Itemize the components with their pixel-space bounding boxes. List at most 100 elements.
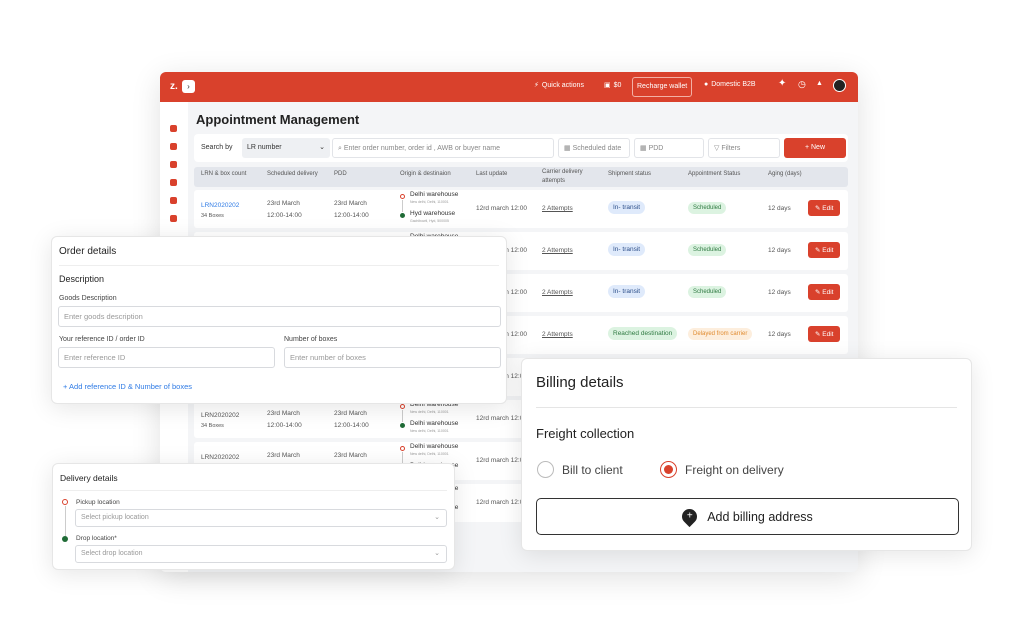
edit-button[interactable]: ✎ Edit: [808, 326, 841, 342]
chevron-down-icon: ⌄: [434, 514, 440, 521]
drop-location-label: Drop location*: [76, 535, 117, 542]
origin-address: New delhi, Delhi, 110001: [410, 410, 449, 414]
pencil-icon: ✎: [815, 205, 823, 212]
delivery-details-card: Delivery details Pickup location Select …: [52, 463, 455, 570]
filters-button[interactable]: ▽ Filters: [708, 138, 780, 158]
history-icon[interactable]: ◷: [798, 79, 806, 89]
box-count: 34 Boxes: [201, 213, 224, 219]
column-header: Last update: [476, 171, 508, 177]
column-header: Origin & destinaion: [400, 171, 451, 177]
route-line: [64, 506, 66, 536]
lrn-link[interactable]: LRN2020202: [201, 202, 240, 209]
search-icon: ⌕: [338, 145, 344, 152]
pdd-date: 23rd March: [334, 200, 367, 207]
column-header: Carrier delivery attempts: [542, 169, 583, 184]
destination-address: Gachibowli, Hyd, 500005: [410, 219, 449, 223]
origin-pin-icon: [400, 404, 405, 409]
goods-description-input[interactable]: Enter goods description: [58, 306, 501, 327]
destination-pin-icon: [400, 213, 405, 218]
last-update: 12rd march 12:00: [476, 205, 527, 212]
edit-button[interactable]: ✎ Edit: [808, 242, 841, 258]
search-by-select[interactable]: LR number ⌄: [242, 138, 330, 158]
order-details-title: Order details: [59, 246, 117, 257]
attempts-link[interactable]: 2 Attempts: [542, 289, 573, 296]
pdd-time: 12:00-14:00: [334, 422, 369, 429]
number-of-boxes-input[interactable]: Enter number of boxes: [284, 347, 501, 368]
top-header: z. › ⚡ Quick actions ▣ $0 Recharge wallet …: [160, 72, 858, 102]
quick-actions-button[interactable]: ⚡ Quick actions: [534, 81, 584, 90]
search-bar: Search by LR number ⌄ ⌕ Enter order numbe…: [194, 134, 848, 162]
bell-icon[interactable]: ▲: [816, 80, 823, 87]
mode-selector[interactable]: ● Domestic B2B: [704, 81, 756, 88]
goods-description-label: Goods Description: [59, 295, 117, 302]
freight-on-delivery-radio[interactable]: Freight on delivery: [660, 461, 784, 478]
box-count: 34 Boxes: [201, 423, 224, 429]
drop-location-select[interactable]: Select drop location ⌄: [75, 545, 447, 563]
attempts-link[interactable]: 2 Attempts: [542, 205, 573, 212]
divider: [536, 407, 957, 408]
reference-id-label: Your reference ID / order ID: [59, 336, 145, 343]
scheduled-time: 12:00-14:00: [267, 422, 302, 429]
scheduled-date: 23rd March: [267, 410, 300, 417]
expand-sidebar-button[interactable]: ›: [182, 80, 195, 93]
add-billing-address-button[interactable]: + Add billing address: [536, 498, 959, 535]
globe-icon: ●: [704, 81, 709, 88]
table-header: LRN & box count Scheduled delivery PDD Orig…: [194, 167, 848, 187]
route-line: [402, 410, 403, 422]
orders-icon[interactable]: [170, 161, 177, 168]
column-header: PDD: [334, 171, 347, 177]
pickup-location-select[interactable]: Select pickup location ⌄: [75, 509, 447, 527]
origin-pin-icon: [400, 194, 405, 199]
chevron-down-icon: ⌄: [434, 550, 440, 557]
home-icon[interactable]: [170, 125, 177, 132]
lrn-link[interactable]: LRN2020202: [201, 412, 240, 419]
pdd-date-picker[interactable]: ▦ PDD: [634, 138, 704, 158]
reference-id-input[interactable]: Enter reference ID: [58, 347, 275, 368]
appointment-status-badge: Scheduled: [688, 202, 727, 214]
aging-days: 12 days: [768, 247, 791, 254]
add-reference-link[interactable]: + Add reference ID & Number of boxes: [63, 382, 193, 391]
box-icon[interactable]: [170, 179, 177, 186]
radio-unchecked-icon: [537, 461, 554, 478]
billing-details-card: Billing details Freight collection Bill …: [521, 358, 972, 551]
table-row[interactable]: LRN2020202 34 Boxes 23rd March 12:00-14:…: [194, 190, 848, 228]
route-line: [402, 200, 403, 212]
edit-button[interactable]: ✎ Edit: [808, 284, 841, 300]
bolt-icon: ⚡: [534, 82, 539, 89]
pickup-location-label: Pickup location: [76, 499, 120, 506]
dashboard-icon[interactable]: [170, 143, 177, 150]
delivery-details-title: Delivery details: [60, 473, 118, 483]
calendar-icon: ▦: [564, 145, 573, 152]
shipment-status-badge: In- transit: [608, 285, 646, 298]
sparkle-icon[interactable]: ✦: [778, 78, 787, 89]
wallet-balance[interactable]: ▣ $0: [604, 81, 622, 90]
drop-pin-icon: [62, 536, 68, 542]
order-details-card: Order details Description Goods Descript…: [51, 236, 507, 404]
edit-button[interactable]: ✎ Edit: [808, 200, 841, 216]
destination-name: Delhi warehouse: [410, 420, 459, 427]
shipment-status-badge: In- transit: [608, 243, 646, 256]
chevron-down-icon: ⌄: [319, 144, 325, 151]
search-by-label: Search by: [201, 144, 233, 151]
billing-icon[interactable]: [170, 215, 177, 222]
bill-to-client-radio[interactable]: Bill to client: [537, 461, 623, 478]
page-title: Appointment Management: [196, 112, 360, 127]
pencil-icon: ✎: [815, 331, 823, 338]
divider: [60, 490, 447, 491]
origin-name: Delhi warehouse: [410, 401, 459, 408]
scheduled-date-picker[interactable]: ▦ Scheduled date: [558, 138, 630, 158]
pencil-icon: ✎: [815, 289, 823, 296]
lrn-link[interactable]: LRN2020202: [201, 454, 240, 461]
recharge-wallet-button[interactable]: Recharge wallet: [632, 77, 693, 97]
appointment-icon[interactable]: [170, 197, 177, 204]
scheduled-date: 23rd March: [267, 200, 300, 207]
last-update: 12rd march 12:00: [476, 457, 527, 464]
column-header: LRN & box count: [201, 171, 247, 177]
attempts-link[interactable]: 2 Attempts: [542, 331, 573, 338]
search-input[interactable]: ⌕ Enter order number, order id , AWB or …: [332, 138, 554, 158]
route-line: [402, 452, 403, 464]
pickup-pin-icon: [62, 499, 68, 505]
attempts-link[interactable]: 2 Attempts: [542, 247, 573, 254]
new-button[interactable]: + New: [784, 138, 846, 158]
avatar[interactable]: [833, 79, 846, 92]
